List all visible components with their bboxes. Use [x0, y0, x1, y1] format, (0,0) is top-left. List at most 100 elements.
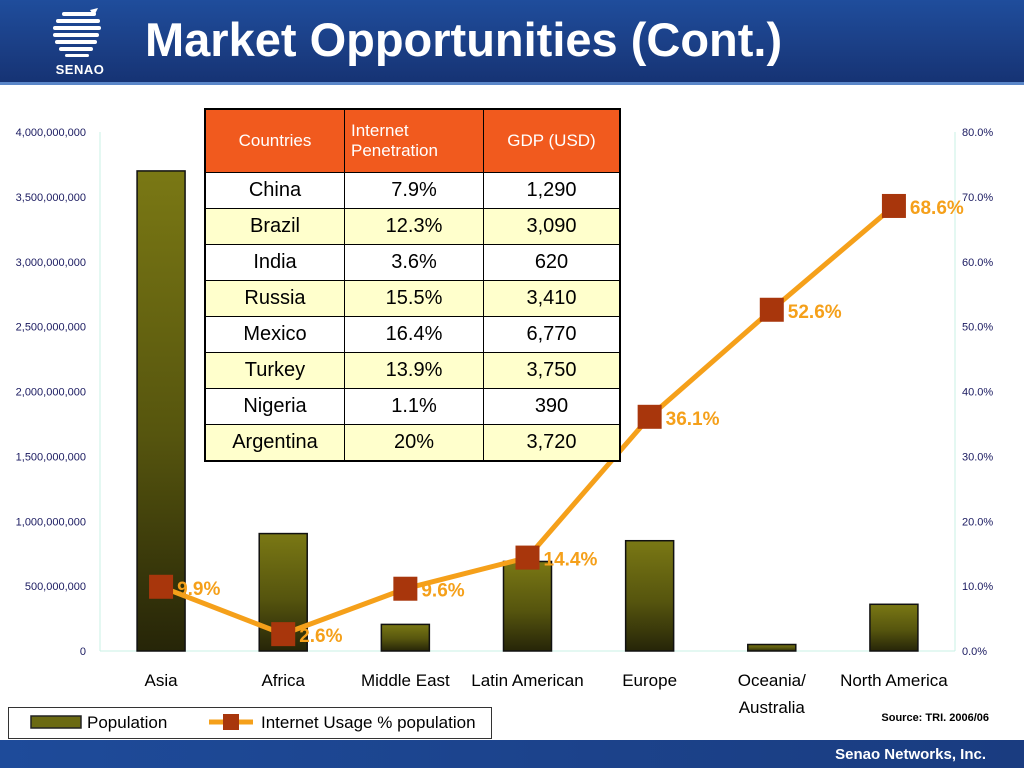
- table-header-row: Countries Internet Penetration GDP (USD): [204, 108, 621, 173]
- right-tick-label: 60.0%: [962, 257, 993, 269]
- header-bar: SENAO Market Opportunities (Cont.): [0, 0, 1024, 82]
- cell-gdp: 3,090: [483, 208, 621, 245]
- right-tick-label: 20.0%: [962, 516, 993, 528]
- right-tick-label: 0.0%: [962, 646, 987, 658]
- cell-penetration: 16.4%: [344, 316, 484, 353]
- data-label-internet-usage: 2.6%: [299, 626, 342, 647]
- globe-icon: [53, 8, 101, 57]
- cell-gdp: 6,770: [483, 316, 621, 353]
- data-label-internet-usage: 9.9%: [177, 579, 220, 600]
- data-label-internet-usage: 9.6%: [421, 581, 464, 602]
- data-label-internet-usage: 14.4%: [544, 550, 598, 571]
- cell-country: Argentina: [204, 424, 345, 462]
- legend-population-label: Population: [87, 713, 167, 732]
- source-note: Source: TRI. 2006/06: [881, 712, 989, 724]
- right-tick-label: 50.0%: [962, 322, 993, 334]
- table-row: Russia 15.5% 3,410: [204, 280, 621, 317]
- cell-country: Brazil: [204, 208, 345, 245]
- table-row: Mexico 16.4% 6,770: [204, 316, 621, 353]
- population-internet-chart: 0 500,000,000 1,000,000,000 1,500,000,000 2,…: [16, 127, 994, 715]
- cell-country: Mexico: [204, 316, 345, 353]
- data-label-internet-usage: 36.1%: [666, 409, 720, 430]
- data-label-internet-usage: 52.6%: [788, 302, 842, 323]
- cell-gdp: 1,290: [483, 172, 621, 209]
- cell-gdp: 3,410: [483, 280, 621, 317]
- page-title: Market Opportunities (Cont.): [145, 13, 783, 66]
- country-table: Countries Internet Penetration GDP (USD)…: [204, 108, 621, 462]
- table-row: India 3.6% 620: [204, 244, 621, 281]
- marker-internet-usage: [637, 404, 662, 429]
- cell-country: Turkey: [204, 352, 345, 389]
- cell-penetration: 12.3%: [344, 208, 484, 245]
- cell-penetration: 15.5%: [344, 280, 484, 317]
- right-tick-label: 40.0%: [962, 387, 993, 399]
- bar-population: [747, 643, 797, 652]
- cell-gdp: 390: [483, 388, 621, 425]
- marker-internet-usage: [759, 297, 784, 322]
- legend-graphics: Population Internet Usage % population: [30, 713, 476, 732]
- left-tick-label: 0: [80, 646, 86, 658]
- left-tick-label: 1,000,000,000: [16, 516, 86, 528]
- cell-penetration: 13.9%: [344, 352, 484, 389]
- bar-population: [624, 539, 675, 652]
- chart-legend: Population Internet Usage % population: [8, 707, 492, 739]
- table-row: Argentina 20% 3,720: [204, 424, 621, 462]
- data-label-internet-usage: 68.6%: [910, 198, 964, 219]
- table-header-countries: Countries: [204, 108, 345, 173]
- table-header-penetration: Internet Penetration: [344, 108, 484, 173]
- cell-gdp: 3,720: [483, 424, 621, 462]
- marker-internet-usage: [515, 545, 540, 570]
- table-row: Brazil 12.3% 3,090: [204, 208, 621, 245]
- logo-text: SENAO: [55, 62, 105, 77]
- right-tick-label: 30.0%: [962, 451, 993, 463]
- marker-internet-usage: [881, 193, 906, 218]
- x-tick-label: North America: [840, 671, 948, 690]
- left-tick-label: 2,500,000,000: [16, 322, 86, 334]
- x-tick-label: Oceania/: [738, 671, 806, 690]
- header-divider: [0, 82, 1024, 85]
- logo: SENAO: [40, 6, 120, 78]
- bar-population: [869, 603, 919, 652]
- table-row: Nigeria 1.1% 390: [204, 388, 621, 425]
- bar-population: [380, 623, 431, 652]
- left-tick-label: 500,000,000: [25, 581, 86, 593]
- x-tick-label: Australia: [739, 698, 806, 715]
- marker-internet-usage: [393, 576, 418, 601]
- left-tick-label: 1,500,000,000: [16, 451, 86, 463]
- cell-country: Russia: [204, 280, 345, 317]
- marker-internet-usage: [149, 574, 174, 599]
- cell-country: Nigeria: [204, 388, 345, 425]
- x-tick-label: Middle East: [361, 671, 450, 690]
- x-tick-label: Asia: [145, 671, 179, 690]
- x-tick-label: Latin American: [471, 671, 583, 690]
- right-tick-label: 10.0%: [962, 581, 993, 593]
- x-tick-label: Africa: [261, 671, 305, 690]
- footer-company: Senao Networks, Inc.: [835, 746, 986, 763]
- right-tick-label: 80.0%: [962, 127, 993, 139]
- cell-penetration: 20%: [344, 424, 484, 462]
- cell-country: India: [204, 244, 345, 281]
- footer-bar: Senao Networks, Inc.: [0, 740, 1024, 768]
- right-tick-label: 70.0%: [962, 192, 993, 204]
- left-tick-label: 2,000,000,000: [16, 387, 86, 399]
- cell-gdp: 620: [483, 244, 621, 281]
- legend-population-swatch: [30, 715, 82, 729]
- cell-penetration: 1.1%: [344, 388, 484, 425]
- bar-population: [136, 170, 186, 652]
- legend-usage-label: Internet Usage % population: [261, 713, 476, 732]
- cell-penetration: 7.9%: [344, 172, 484, 209]
- x-tick-label: Europe: [622, 671, 677, 690]
- bar-population: [502, 560, 553, 652]
- marker-internet-usage: [271, 622, 296, 647]
- cell-penetration: 3.6%: [344, 244, 484, 281]
- cell-country: China: [204, 172, 345, 209]
- left-tick-label: 4,000,000,000: [16, 127, 86, 139]
- table-header-gdp: GDP (USD): [483, 108, 621, 173]
- table-row: Turkey 13.9% 3,750: [204, 352, 621, 389]
- left-tick-label: 3,500,000,000: [16, 192, 86, 204]
- legend-usage-marker: [223, 714, 239, 730]
- table-row: China 7.9% 1,290: [204, 172, 621, 209]
- table-body: China 7.9% 1,290 Brazil 12.3% 3,090 India 3.6% 6…: [204, 172, 621, 462]
- left-tick-label: 3,000,000,000: [16, 257, 86, 269]
- cell-gdp: 3,750: [483, 352, 621, 389]
